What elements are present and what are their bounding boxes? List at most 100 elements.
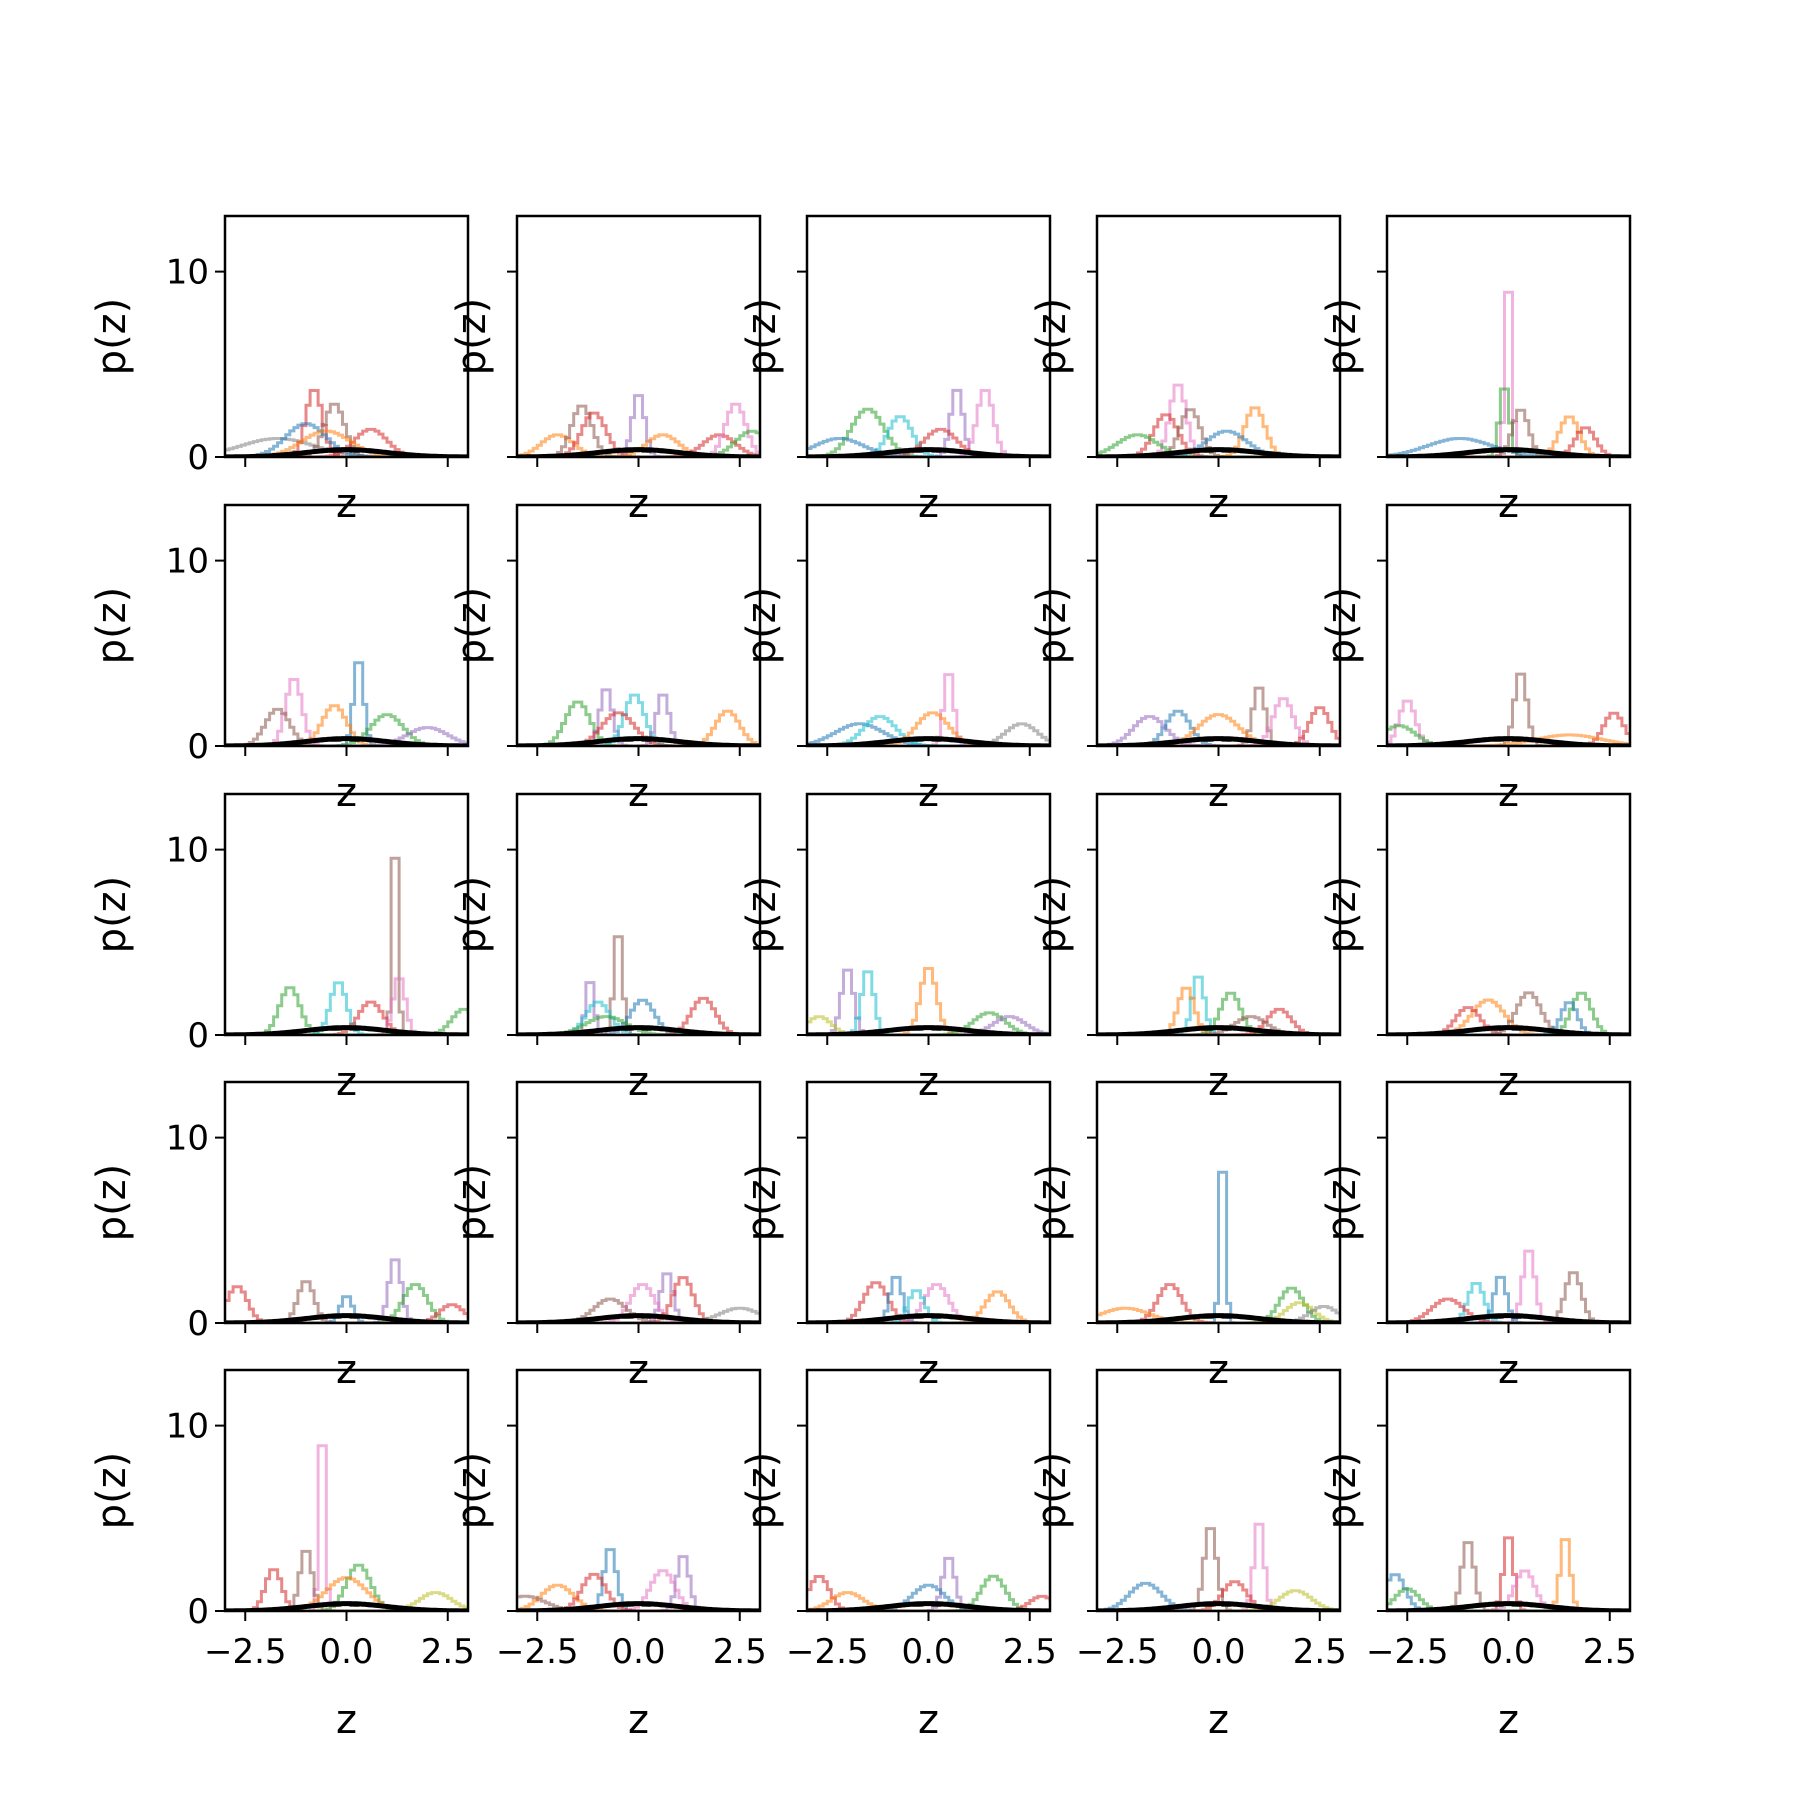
reference-curve-dashed <box>1439 1603 1578 1611</box>
series-line <box>807 673 1050 746</box>
plot-area <box>1387 672 1630 746</box>
plot-area <box>225 389 468 457</box>
reference-curve-dashed <box>1149 738 1288 746</box>
series-line <box>1097 383 1340 457</box>
y-axis-label: p(z) <box>1319 587 1365 665</box>
subplot-frame <box>1385 1080 1632 1325</box>
y-tick-label: 10 <box>166 831 209 871</box>
reference-curve-dashed <box>859 1603 998 1611</box>
y-axis-label: p(z) <box>1029 876 1075 954</box>
plot-area <box>1387 290 1630 457</box>
subplot-r1c2: zp(z) <box>739 503 1052 816</box>
plot-area <box>807 673 1050 746</box>
subplot-frame <box>1385 1368 1632 1613</box>
y-axis-label: p(z) <box>1319 298 1365 376</box>
reference-curve-dashed <box>569 1027 708 1035</box>
subplot-r0c3: zp(z) <box>1029 214 1342 527</box>
x-axis-label: z <box>336 1697 357 1743</box>
x-axis-label: z <box>1498 1697 1519 1743</box>
subplot-r3c4: zp(z) <box>1319 1080 1632 1393</box>
plot-area <box>517 394 760 457</box>
series-line <box>225 1568 468 1611</box>
subplot-r4c0: −2.5 0.0 2.5 0 10 z p(z) <box>89 1368 475 1743</box>
reference-curve-dashed <box>277 449 416 457</box>
reference-curve-dashed <box>1149 449 1288 457</box>
subplot-r4c2: −2.5 0.0 2.5 z p(z) <box>739 1368 1057 1743</box>
series-line <box>517 429 760 457</box>
subplot-r1c1: zp(z) <box>449 503 762 816</box>
subplot-frame <box>1095 792 1342 1037</box>
x-axis-label: z <box>918 1697 939 1743</box>
subplot-frame <box>1385 503 1632 748</box>
plot-area <box>1097 383 1340 457</box>
series-line <box>225 1295 468 1323</box>
reference-curve-dashed <box>277 738 416 746</box>
subplot-frame <box>1095 503 1342 748</box>
y-axis-label: p(z) <box>1319 1452 1365 1530</box>
y-tick-label: 10 <box>166 1407 209 1447</box>
y-axis-label: p(z) <box>1029 298 1075 376</box>
reference-curve-dashed <box>859 1315 998 1323</box>
series-line <box>1097 706 1340 746</box>
x-tick-label: 0.0 <box>901 1632 955 1672</box>
subplot-frame <box>1385 792 1632 1037</box>
y-axis-label: p(z) <box>739 876 785 954</box>
series-line <box>1387 991 1630 1035</box>
series-line <box>1387 724 1630 746</box>
series-line <box>517 1594 760 1611</box>
x-tick-label: −2.5 <box>1366 1632 1449 1672</box>
y-tick-label: 0 <box>187 1304 209 1344</box>
subplot-frame <box>223 1368 470 1613</box>
subplot-r4c4: −2.5 0.0 2.5 z p(z) <box>1319 1368 1637 1743</box>
series-line <box>1097 715 1340 746</box>
series-line <box>225 1563 468 1611</box>
subplot-frame <box>805 503 1052 748</box>
plot-area <box>807 1556 1050 1611</box>
series-line <box>517 709 760 746</box>
reference-curve-dashed <box>1439 1027 1578 1035</box>
subplot-frame <box>805 214 1052 459</box>
plot-area <box>225 1258 468 1323</box>
series-line <box>1387 387 1630 457</box>
series-line <box>807 1283 1050 1323</box>
reference-curve-dashed <box>569 738 708 746</box>
subplot-r4c1: −2.5 0.0 2.5 z p(z) <box>449 1368 767 1743</box>
subplot-r0c4: zp(z) <box>1319 214 1632 527</box>
reference-curve-dashed <box>1439 1315 1578 1323</box>
series-line <box>1097 1305 1340 1323</box>
series-line <box>1387 290 1630 457</box>
subplot-r1c3: zp(z) <box>1029 503 1342 816</box>
series-line <box>225 1444 468 1611</box>
series-line <box>1387 672 1630 746</box>
series-line <box>1387 1275 1630 1323</box>
series-line <box>1387 408 1630 457</box>
subplot-r2c1: zp(z) <box>449 792 762 1105</box>
y-tick-label: 0 <box>187 727 209 767</box>
y-axis-label: p(z) <box>739 1164 785 1242</box>
subplot-r3c1: zp(z) <box>449 1080 762 1393</box>
y-axis-label: p(z) <box>89 1164 135 1242</box>
plot-area <box>807 388 1050 457</box>
y-tick-label: 0 <box>187 438 209 478</box>
subplot-r2c2: zp(z) <box>739 792 1052 1105</box>
x-tick-label: 0.0 <box>319 1632 373 1672</box>
x-tick-label: 0.0 <box>611 1632 665 1672</box>
series-line <box>225 1303 468 1323</box>
y-tick-label: 10 <box>166 1119 209 1159</box>
series-line <box>807 1556 1050 1611</box>
subplot-r3c3: zp(z) <box>1029 1080 1342 1393</box>
series-line <box>225 402 468 457</box>
y-axis-label: p(z) <box>449 587 495 665</box>
subplot-r0c2: zp(z) <box>739 214 1052 527</box>
subplot-r0c1: zp(z) <box>449 214 762 527</box>
series-line <box>517 1283 760 1323</box>
reference-curve-dashed <box>569 1315 708 1323</box>
reference-curve-dashed <box>1149 1027 1288 1035</box>
series-line <box>807 1583 1050 1611</box>
y-axis-label: p(z) <box>739 587 785 665</box>
series-line <box>807 1594 1050 1611</box>
subplot-r4c3: −2.5 0.0 2.5 z p(z) <box>1029 1368 1347 1743</box>
series-line <box>1097 1580 1340 1611</box>
series-line <box>807 1289 1050 1323</box>
